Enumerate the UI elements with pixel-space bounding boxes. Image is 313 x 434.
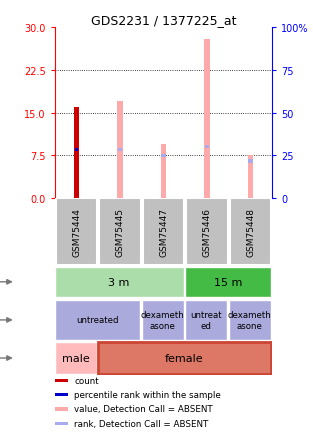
- Bar: [56, 198, 97, 266]
- Title: GDS2231 / 1377225_at: GDS2231 / 1377225_at: [91, 14, 236, 27]
- Bar: [161, 145, 166, 198]
- Bar: [74, 108, 79, 198]
- Bar: [99, 198, 141, 266]
- Text: GSM75444: GSM75444: [72, 207, 81, 256]
- Bar: [118, 148, 122, 152]
- Bar: [230, 198, 271, 266]
- Text: count: count: [74, 376, 99, 385]
- Bar: [185, 300, 227, 340]
- Text: GSM75447: GSM75447: [159, 207, 168, 256]
- Bar: [55, 300, 140, 340]
- Text: GSM75445: GSM75445: [115, 207, 125, 256]
- Bar: [55, 421, 68, 425]
- Bar: [161, 154, 166, 158]
- Bar: [55, 408, 68, 411]
- Bar: [55, 393, 68, 397]
- Bar: [248, 156, 253, 198]
- Bar: [142, 300, 183, 340]
- Bar: [55, 267, 183, 297]
- Bar: [75, 149, 78, 151]
- Bar: [98, 342, 270, 374]
- Bar: [185, 267, 270, 297]
- Text: untreat
ed: untreat ed: [190, 310, 222, 330]
- Text: untreated: untreated: [76, 316, 119, 325]
- Text: 3 m: 3 m: [109, 277, 130, 287]
- Text: rank, Detection Call = ABSENT: rank, Detection Call = ABSENT: [74, 419, 209, 427]
- Bar: [248, 160, 253, 163]
- Text: GSM75448: GSM75448: [246, 207, 255, 256]
- Text: dexameth
asone: dexameth asone: [141, 310, 185, 330]
- Bar: [74, 148, 79, 152]
- Bar: [143, 198, 184, 266]
- Bar: [55, 379, 68, 382]
- Text: 15 m: 15 m: [214, 277, 242, 287]
- Text: GSM75446: GSM75446: [203, 207, 212, 256]
- Bar: [229, 300, 270, 340]
- Text: dexameth
asone: dexameth asone: [228, 310, 272, 330]
- Bar: [205, 146, 209, 149]
- Text: percentile rank within the sample: percentile rank within the sample: [74, 390, 221, 399]
- Text: male: male: [62, 353, 90, 363]
- Text: value, Detection Call = ABSENT: value, Detection Call = ABSENT: [74, 404, 213, 413]
- Bar: [117, 102, 123, 198]
- Bar: [55, 342, 96, 374]
- Text: female: female: [165, 353, 204, 363]
- Bar: [204, 39, 210, 198]
- Bar: [186, 198, 228, 266]
